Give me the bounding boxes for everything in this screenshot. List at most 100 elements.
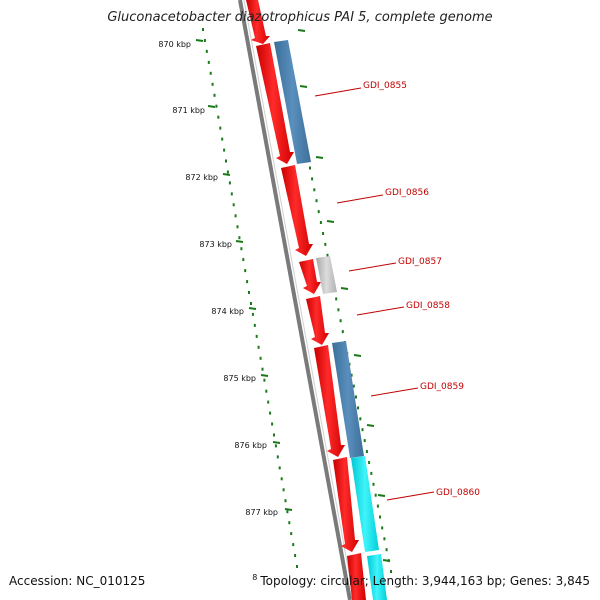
track-dot [257,345,260,349]
ruler-label: 876 kbp [234,441,267,450]
track-dot [221,137,224,141]
track-dot [390,570,392,573]
track-dot [335,297,338,301]
ruler-tick [222,173,231,176]
gene-arrow[interactable] [256,43,294,164]
track-dot [372,482,375,486]
blast-hit-block[interactable] [367,554,387,600]
map-title: Gluconacetobacter diazotrophicus PAI 5, … [107,10,493,25]
track-dot [265,389,268,393]
track-dot [379,515,381,519]
track-dot [286,510,289,514]
gene-label[interactable]: GDI_0858 [406,301,450,311]
track-dot [324,242,327,246]
ruler-label: 870 kbp [158,40,191,49]
track-dot [385,548,388,552]
gene-label[interactable]: GDI_0857 [398,257,442,267]
track-dot [242,258,245,262]
track-dot [205,49,208,53]
track-dot [230,192,233,196]
track-dot [223,148,226,152]
gene-arrow[interactable] [314,345,345,457]
gene-label[interactable]: GDI_0856 [385,188,429,198]
track-dot [313,188,316,192]
blast-hit-block[interactable] [316,256,337,294]
track-dot [250,302,252,305]
track-dot [261,367,264,371]
blast-tick [366,424,375,427]
track-dot [322,232,325,235]
track-dot [355,395,357,399]
gene-arrow[interactable] [306,296,329,345]
track-dot [234,214,237,218]
track-dot [217,115,220,119]
accession-text: Accession: NC_010125 [9,574,146,588]
ruler-tick [195,39,204,42]
gene-label[interactable]: GDI_0859 [420,382,464,392]
track-dot [296,565,298,568]
track-dot [376,504,379,508]
gene-arrow[interactable] [333,457,359,552]
track-dot [290,532,293,536]
track-dot [341,330,344,334]
track-dot [315,199,318,203]
blast-dotted-track [298,112,392,573]
track-dot [251,312,254,316]
topology-text: 8 Topology: circular; Length: 3,944,163 b… [252,573,590,588]
track-dot [319,221,322,224]
track-dot [203,39,206,42]
blast-hit-block[interactable] [351,456,379,552]
track-dot [317,210,320,214]
gene-label-leader [386,491,435,501]
topology-value: Topology: circular; Length: 3,944,163 bp… [260,574,590,588]
track-dot [207,60,210,64]
gene-label[interactable]: GDI_0860 [436,488,480,498]
blast-hit-block[interactable] [332,341,364,458]
track-dot [274,444,277,448]
track-dot [339,319,342,323]
track-dot [255,334,258,338]
gene-arrow[interactable] [281,165,313,256]
ruler-label: 877 kbp [245,508,278,517]
track-dot [309,166,311,170]
blast-tick [353,354,362,357]
track-dot [359,417,362,421]
track-dot [215,104,218,108]
gene-arrow[interactable] [299,259,321,294]
track-dot [259,356,262,360]
track-dot [232,203,235,207]
track-dot [202,28,204,31]
track-dot [292,543,295,547]
gene-arrow[interactable] [246,0,270,44]
gene-label[interactable]: GDI_0855 [363,81,407,91]
track-dot [240,247,243,251]
position-ruler: 870 kbp 871 kbp 872 kbp 873 kbp 874 kbp … [158,39,293,517]
track-dot [370,471,373,475]
blast-tick [297,29,306,32]
ruler-label: 872 kbp [185,173,218,182]
track-dot [365,450,368,453]
ruler-label: 873 kbp [199,240,232,249]
track-dot [383,537,386,541]
track-dot [246,280,249,284]
blast-tick [299,85,308,88]
cds-track [246,0,366,600]
blast-tick [340,287,349,290]
track-dot [244,269,247,273]
track-dot [269,411,272,415]
track-dot [361,428,364,432]
track-dot [273,433,275,437]
blast-hit-block[interactable] [274,40,311,164]
track-dot [213,93,216,97]
track-dot [381,526,384,530]
track-dot [276,455,279,459]
track-dot [238,236,241,240]
blast-tick [326,220,335,223]
track-dot [280,477,283,481]
gene-arrow[interactable] [347,553,366,600]
ruler-tick [207,105,216,108]
track-dot [225,159,227,163]
backbone-inner [243,0,355,600]
blast-tick [377,494,386,497]
